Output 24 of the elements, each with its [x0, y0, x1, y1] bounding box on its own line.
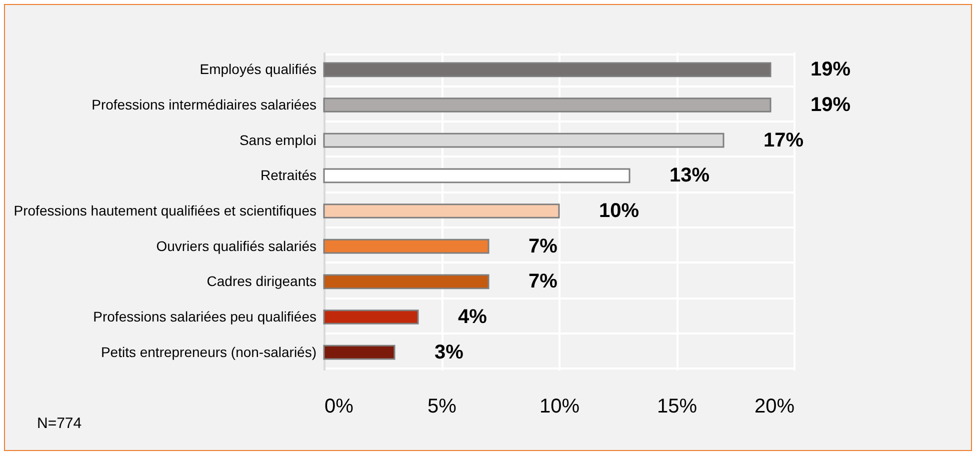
data-label: 7% — [528, 270, 558, 293]
data-label: 19% — [810, 94, 851, 116]
data-label: 3% — [434, 341, 464, 364]
data-label: 10% — [599, 200, 640, 222]
data-label: 7% — [528, 235, 558, 258]
x-tick-label: 5% — [428, 396, 457, 418]
y-tick-label: Professions salariées peu qualifiées — [93, 308, 316, 324]
y-tick-label: Retraités — [260, 167, 316, 184]
y-tick-label: Professions intermédiaires salariées — [92, 96, 316, 112]
data-label: 4% — [458, 306, 488, 328]
y-tick-label: Petits entrepreneurs (non-salariés) — [100, 344, 316, 360]
y-tick-label: Ouvriers qualifiés salariés — [156, 238, 316, 254]
y-tick-label: Cadres dirigeants — [206, 273, 316, 290]
x-tick-label: 10% — [539, 396, 580, 418]
data-label: 17% — [764, 129, 804, 152]
x-tick-label: 15% — [656, 396, 698, 418]
y-tick-label: Employés qualifiés — [200, 61, 316, 78]
y-tick-label: Professions hautement qualifiées et scientifiques — [14, 202, 316, 218]
data-label: 19% — [810, 58, 851, 81]
y-tick-label: Sans emploi — [239, 132, 316, 148]
text: N=774 — [37, 415, 82, 432]
x-tick-label: 20% — [754, 396, 795, 418]
x-tick-label: 0% — [324, 396, 354, 418]
data-label: 13% — [670, 164, 710, 187]
